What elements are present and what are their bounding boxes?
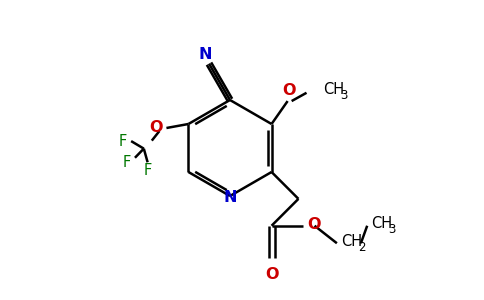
Text: O: O bbox=[282, 83, 295, 98]
Text: O: O bbox=[307, 217, 321, 232]
Text: F: F bbox=[123, 155, 131, 170]
Text: O: O bbox=[265, 267, 278, 282]
Text: CH: CH bbox=[371, 216, 393, 231]
Text: 3: 3 bbox=[388, 223, 395, 236]
Text: 2: 2 bbox=[358, 241, 365, 254]
Text: N: N bbox=[223, 190, 237, 205]
Text: N: N bbox=[198, 47, 212, 62]
Text: F: F bbox=[143, 163, 152, 178]
Text: 3: 3 bbox=[341, 89, 348, 102]
Text: CH: CH bbox=[341, 234, 362, 249]
Text: F: F bbox=[119, 134, 127, 148]
Text: O: O bbox=[149, 121, 163, 136]
Text: CH: CH bbox=[323, 82, 345, 97]
